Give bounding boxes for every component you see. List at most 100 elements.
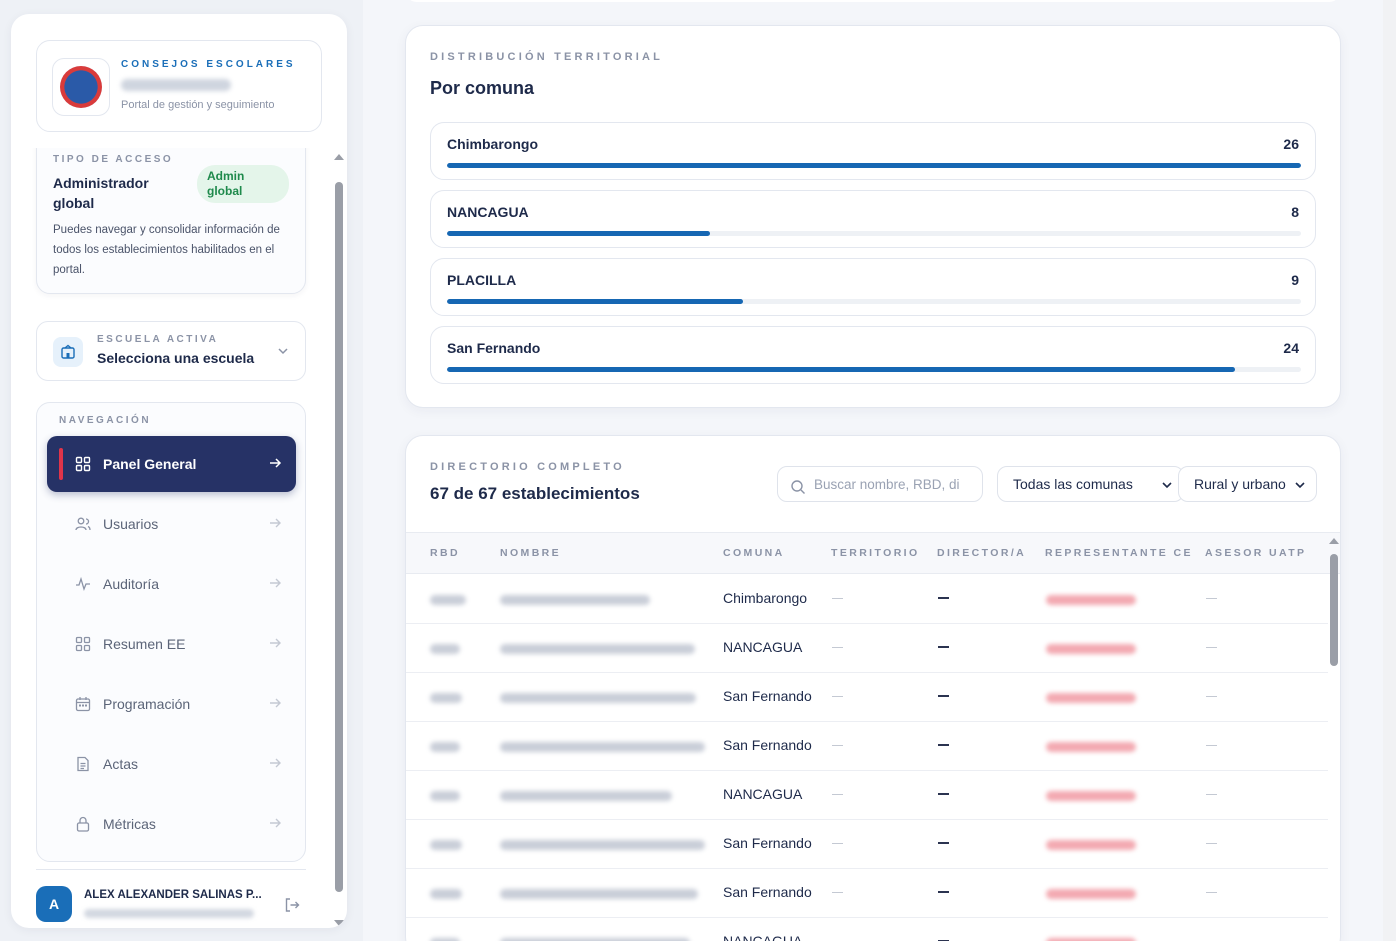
- page-scrollbar[interactable]: [1383, 0, 1396, 941]
- territory-empty: [832, 696, 843, 697]
- commune-cell: Chimbarongo: [723, 590, 808, 606]
- sidebar-scrollbar[interactable]: [333, 154, 345, 926]
- advisor-empty: [1206, 745, 1217, 746]
- brand-logo-emblem: [60, 66, 102, 108]
- rbd-redacted: [430, 644, 460, 654]
- scrollbar-thumb[interactable]: [1330, 554, 1338, 666]
- brand-kicker: CONSEJOS ESCOLARES: [121, 59, 296, 70]
- scrollbar-thumb[interactable]: [335, 182, 343, 892]
- nav-item-metricas[interactable]: Métricas: [47, 796, 296, 852]
- nav-item-label: Panel General: [103, 456, 197, 472]
- representative-redacted: [1046, 693, 1136, 703]
- school-selector[interactable]: ESCUELA ACTIVA Selecciona una escuela: [36, 321, 306, 381]
- document-icon: [77, 756, 89, 772]
- column-header-comuna[interactable]: COMUNA: [723, 547, 785, 559]
- nav-item-panel-general[interactable]: Panel General: [47, 436, 296, 492]
- table-row[interactable]: San Fernando: [406, 673, 1328, 722]
- column-header-asesor[interactable]: ASESOR UATP: [1205, 547, 1307, 559]
- nav-item-label: Resumen EE: [103, 636, 186, 652]
- area-filter-value: Rural y urbano: [1194, 476, 1286, 492]
- representative-redacted: [1046, 889, 1136, 899]
- table-scrollbar[interactable]: [1328, 536, 1340, 941]
- table-row[interactable]: NANCAGUA: [406, 771, 1328, 820]
- scroll-down-arrow[interactable]: [334, 920, 344, 926]
- commune-progress-fill: [447, 231, 710, 236]
- school-name-redacted: [500, 938, 690, 941]
- commune-cell: NANCAGUA: [723, 933, 803, 941]
- commune-progress-track: [447, 367, 1301, 372]
- access-badge: Admin global: [197, 165, 289, 203]
- commune-filter-select[interactable]: Todas las comunas: [997, 466, 1184, 502]
- school-name-redacted: [500, 644, 695, 654]
- nav-item-auditoria[interactable]: Auditoría: [47, 556, 296, 612]
- rbd-redacted: [430, 742, 460, 752]
- nav-item-programacion[interactable]: Programación: [47, 676, 296, 732]
- rbd-redacted: [430, 595, 466, 605]
- column-header-nombre[interactable]: NOMBRE: [500, 547, 562, 559]
- director-empty: [938, 695, 949, 697]
- school-value: Selecciona una escuela: [97, 350, 255, 366]
- access-card: TIPO DE ACCESO Administrador global Admi…: [36, 148, 306, 294]
- commune-filter-value: Todas las comunas: [1013, 476, 1133, 492]
- table-row[interactable]: San Fernando: [406, 820, 1328, 869]
- advisor-empty: [1206, 892, 1217, 893]
- divider: [36, 869, 306, 870]
- distribution-card: DISTRIBUCIÓN TERRITORIAL Por comuna Chim…: [405, 25, 1341, 408]
- table-row[interactable]: Chimbarongo: [406, 575, 1328, 624]
- nav-item-actas[interactable]: Actas: [47, 736, 296, 792]
- directory-title: 67 de 67 establecimientos: [430, 484, 640, 503]
- commune-cell: NANCAGUA: [723, 786, 803, 802]
- column-header-territorio[interactable]: TERRITORIO: [831, 547, 920, 559]
- table-row[interactable]: San Fernando: [406, 869, 1328, 918]
- grid-icon: [75, 456, 91, 472]
- activity-icon: [76, 576, 90, 591]
- user-email-redacted: [84, 909, 254, 918]
- chevron-down-icon: [1295, 482, 1305, 489]
- commune-count: 9: [1291, 272, 1299, 288]
- rbd-redacted: [430, 889, 462, 899]
- director-empty: [938, 793, 949, 795]
- table-row[interactable]: San Fernando: [406, 722, 1328, 771]
- commune-name: PLACILLA: [447, 272, 517, 288]
- representative-redacted: [1046, 595, 1136, 605]
- nav-kicker: NAVEGACIÓN: [59, 415, 152, 426]
- column-header-rbd[interactable]: RBD: [430, 547, 460, 559]
- arrow-right-icon: [270, 818, 281, 828]
- scroll-up-arrow[interactable]: [334, 154, 344, 160]
- director-empty: [938, 646, 949, 648]
- school-icon: [53, 337, 83, 367]
- commune-progress-fill: [447, 367, 1236, 372]
- nav-item-label: Auditoría: [103, 576, 160, 592]
- advisor-empty: [1206, 843, 1217, 844]
- school-name-redacted: [500, 889, 698, 899]
- nav-item-usuarios[interactable]: Usuarios: [47, 496, 296, 552]
- school-name-redacted: [500, 840, 705, 850]
- table-row[interactable]: NANCAGUA: [406, 918, 1328, 941]
- column-header-director[interactable]: DIRECTOR/A: [937, 547, 1027, 559]
- rbd-redacted: [430, 938, 460, 941]
- logout-icon[interactable]: [283, 896, 301, 914]
- director-empty: [938, 597, 949, 599]
- users-icon: [75, 517, 91, 531]
- nav-item-resumen-ee[interactable]: Resumen EE: [47, 616, 296, 672]
- school-name-redacted: [500, 595, 650, 605]
- commune-count: 24: [1283, 340, 1299, 356]
- table-row[interactable]: NANCAGUA: [406, 624, 1328, 673]
- commune-row: PLACILLA 9: [430, 258, 1316, 316]
- school-name-redacted: [500, 742, 705, 752]
- avatar[interactable]: A: [36, 886, 72, 922]
- user-name: ALEX ALEXANDER SALINAS P...: [84, 889, 262, 901]
- territory-empty: [832, 598, 843, 599]
- arrow-right-icon: [270, 458, 282, 468]
- lock-icon: [76, 816, 90, 832]
- scroll-up-arrow[interactable]: [1329, 538, 1339, 544]
- arrow-right-icon: [270, 578, 281, 588]
- directory-card: DIRECTORIO COMPLETO 67 de 67 establecimi…: [405, 435, 1341, 941]
- search-input[interactable]: [814, 467, 974, 501]
- commune-progress-track: [447, 163, 1301, 168]
- search-box: [777, 466, 983, 502]
- area-filter-select[interactable]: Rural y urbano: [1178, 466, 1317, 502]
- table-header: RBD NOMBRE COMUNA TERRITORIO DIRECTOR/A …: [406, 532, 1340, 574]
- director-empty: [938, 891, 949, 893]
- column-header-representante[interactable]: REPRESENTANTE CE: [1045, 547, 1193, 559]
